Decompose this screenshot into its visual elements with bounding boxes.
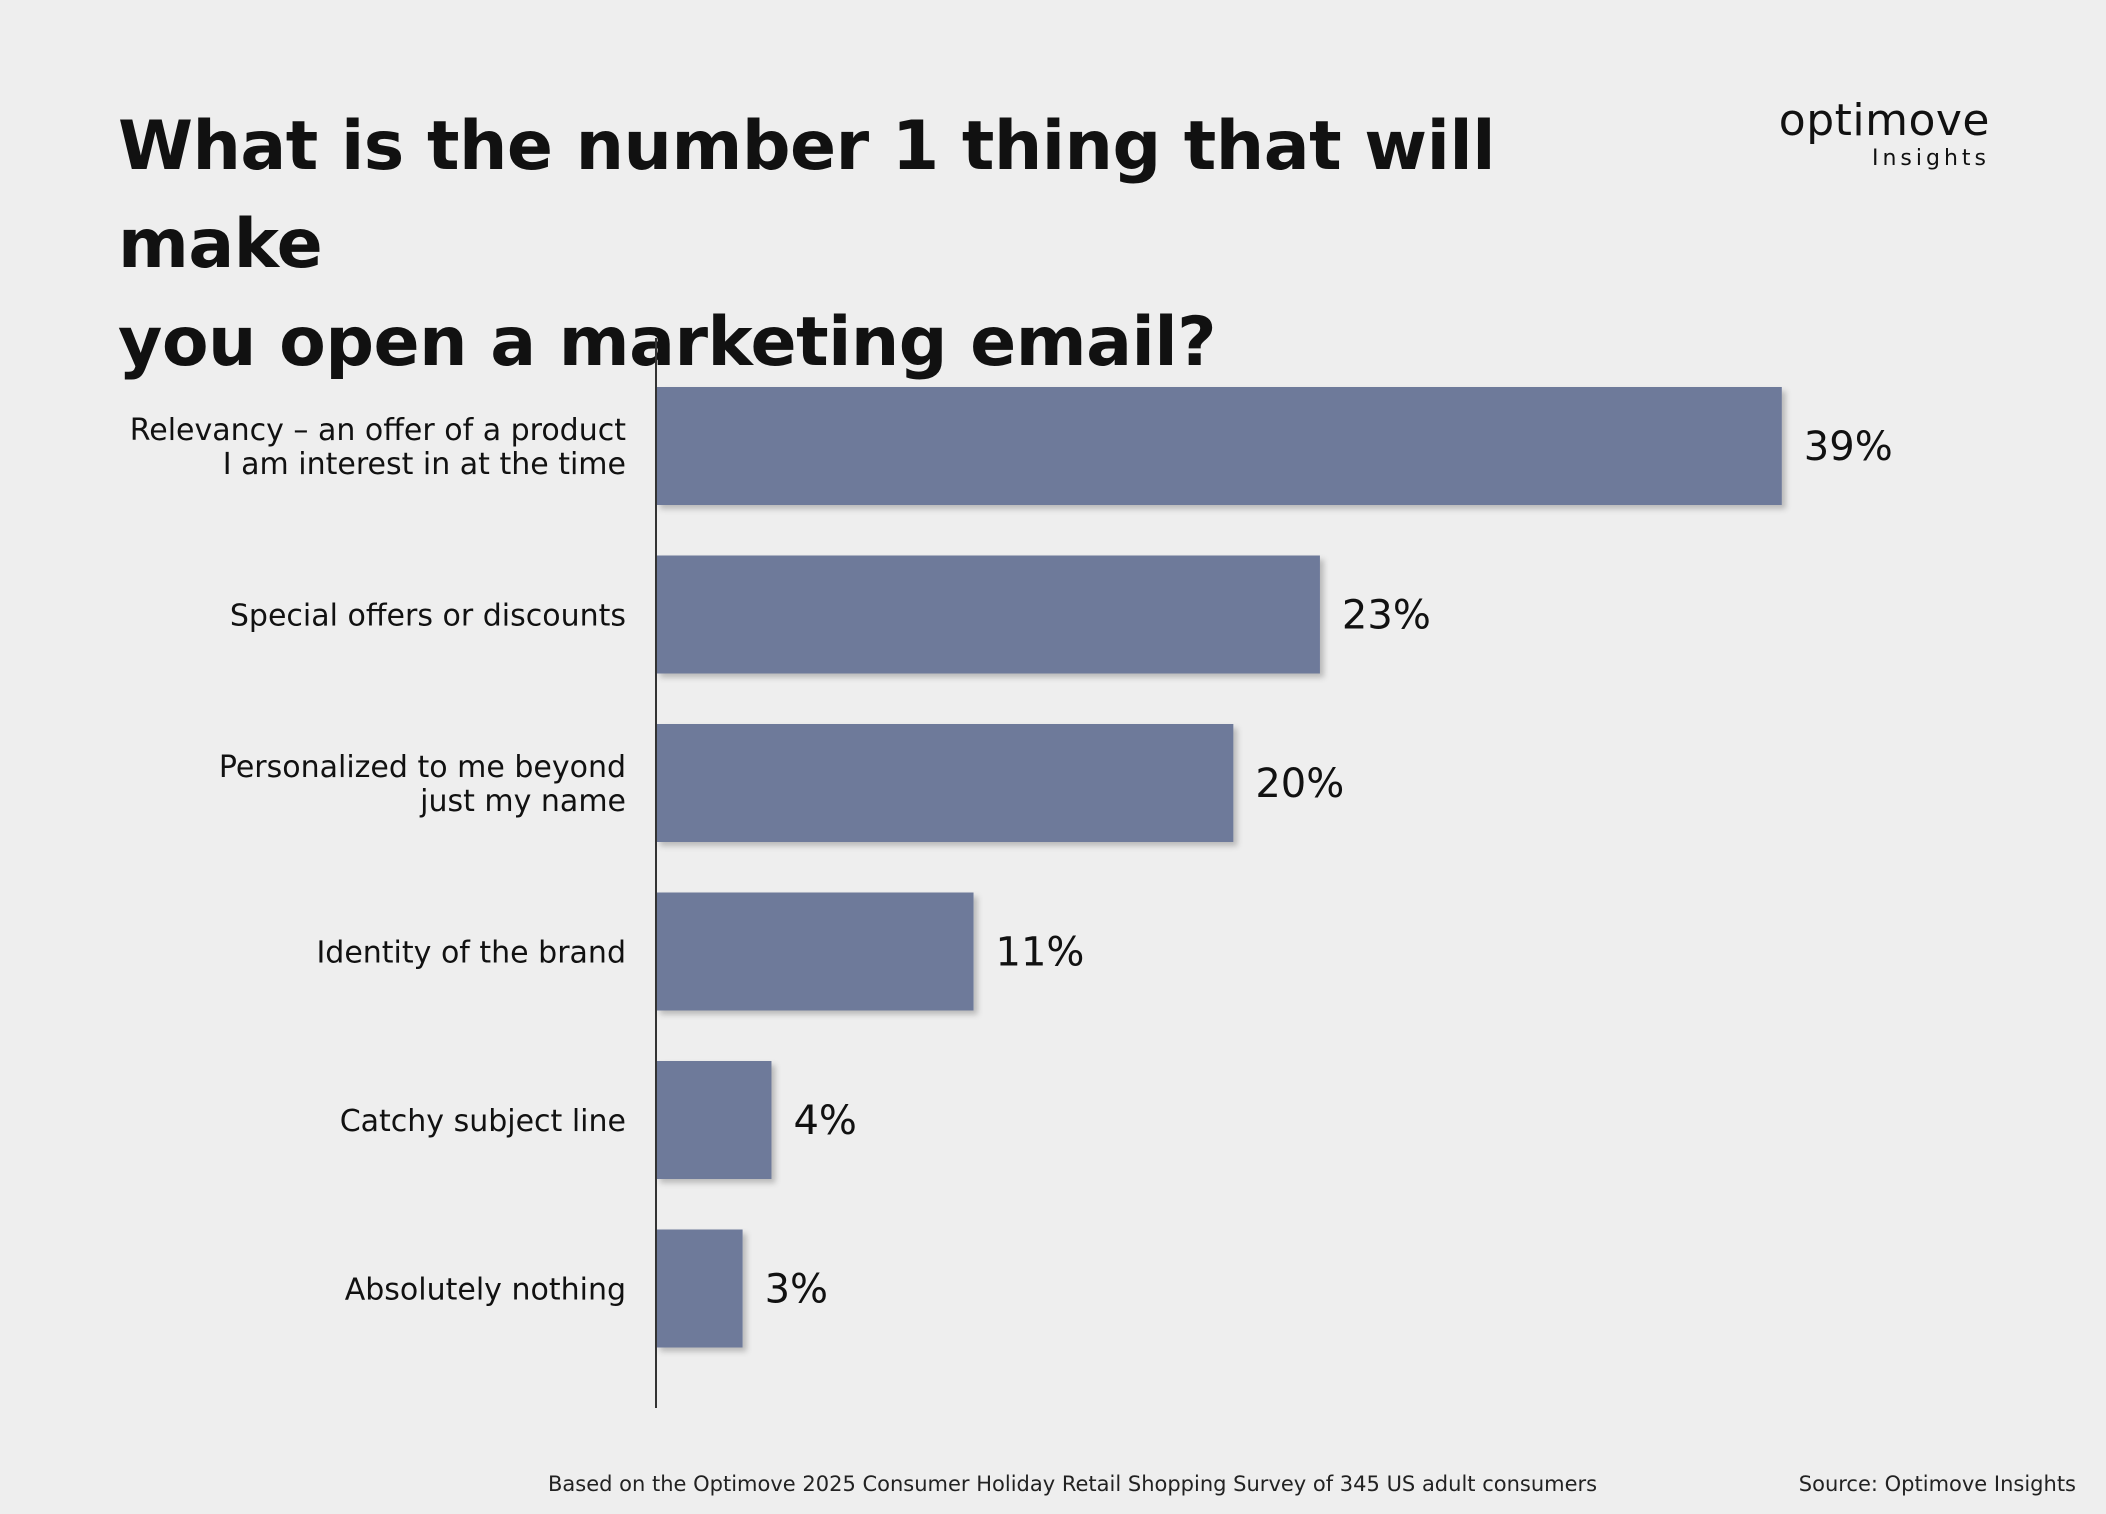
bar-4 bbox=[656, 892, 974, 1011]
bar-6 bbox=[656, 1229, 743, 1348]
value-label-4: 11% bbox=[996, 930, 1085, 976]
bar-1 bbox=[656, 387, 1782, 505]
category-label-2: Special offers or discounts bbox=[230, 599, 626, 634]
bar-3 bbox=[656, 724, 1234, 842]
bar-chart: 39% Relevancy – an offer of a product I am… bbox=[130, 338, 1893, 1408]
category-label-1: Relevancy – an offer of a product I am in… bbox=[130, 413, 626, 482]
category-label-6: Absolutely nothing bbox=[345, 1273, 626, 1308]
category-label-5: Catchy subject line bbox=[340, 1104, 626, 1139]
brand-logo-sub: Insights bbox=[1871, 146, 1990, 171]
value-label-3: 20% bbox=[1255, 761, 1344, 807]
bar-2 bbox=[656, 555, 1320, 674]
brand-logo: optimove Insights bbox=[1779, 96, 1990, 172]
source-note: Source: Optimove Insights bbox=[1798, 1472, 2076, 1496]
brand-logo-name: optimove bbox=[1778, 95, 1990, 146]
category-label-3: Personalized to me beyond just my name bbox=[219, 750, 626, 819]
chart-title: What is the number 1 thing that will mak… bbox=[118, 98, 1618, 392]
value-label-1: 39% bbox=[1804, 424, 1893, 470]
survey-footnote: Based on the Optimove 2025 Consumer Holi… bbox=[548, 1472, 1598, 1496]
value-label-5: 4% bbox=[793, 1098, 856, 1144]
chart-title-line-2: you open a marketing email? bbox=[118, 303, 1217, 382]
category-label-4: Identity of the brand bbox=[316, 936, 626, 971]
value-label-2: 23% bbox=[1342, 593, 1431, 639]
value-label-6: 3% bbox=[765, 1267, 828, 1313]
bar-5 bbox=[656, 1061, 772, 1179]
chart-title-line-1: What is the number 1 thing that will mak… bbox=[118, 107, 1496, 284]
